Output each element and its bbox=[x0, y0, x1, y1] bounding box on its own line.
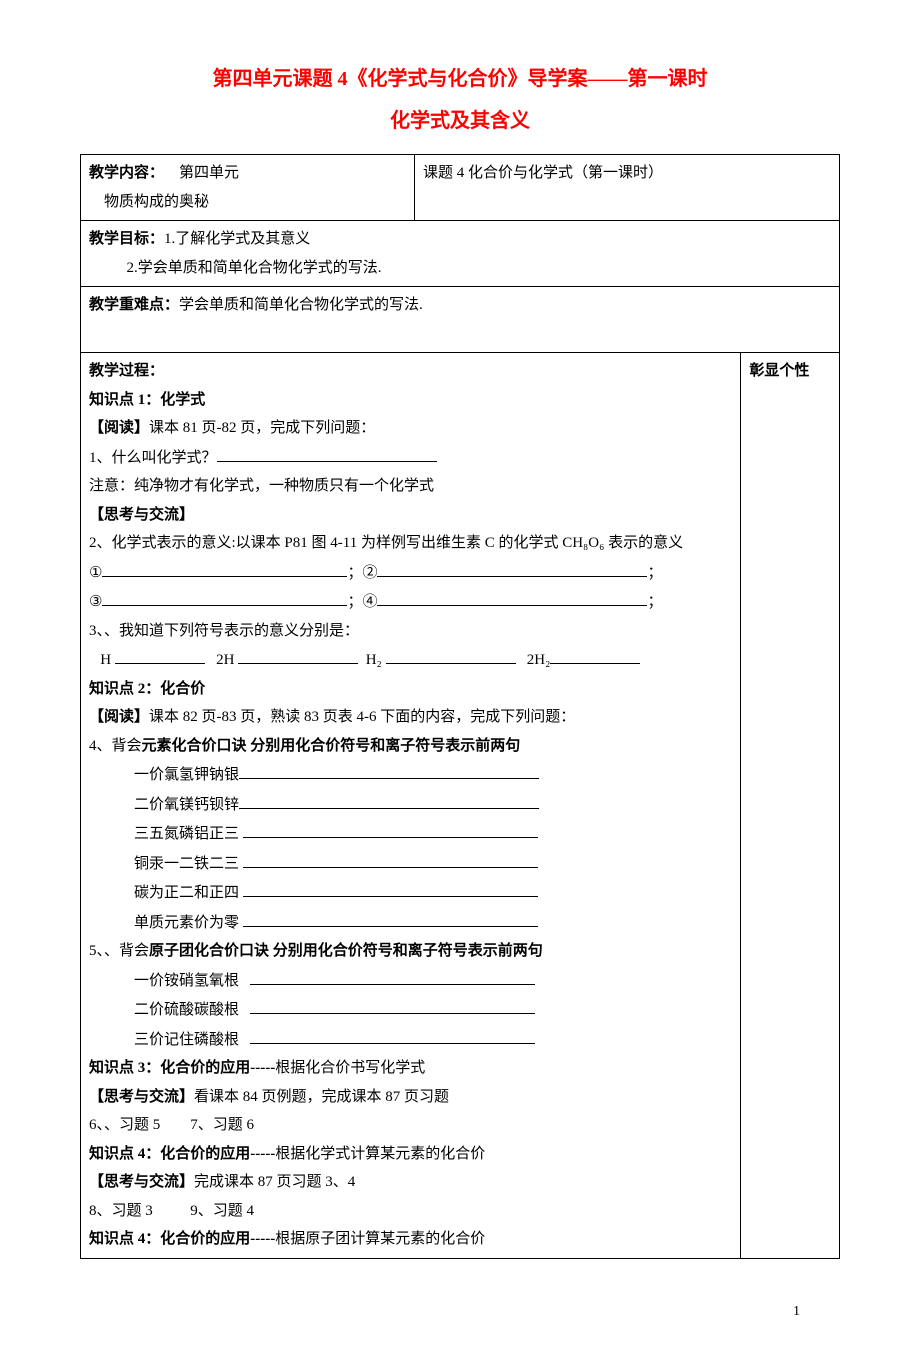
r3: 三价记住磷酸根 bbox=[134, 1032, 239, 1048]
read1-label: 【阅读】 bbox=[89, 420, 149, 436]
blank-c4 bbox=[377, 587, 647, 606]
page-number: 1 bbox=[80, 1259, 840, 1326]
q8: 8、习题 3 bbox=[89, 1203, 153, 1219]
v6: 单质元素价为零 bbox=[134, 915, 239, 931]
blank-r3 bbox=[250, 1025, 535, 1044]
kp4a-text: 根据化学式计算某元素的化合价 bbox=[275, 1146, 485, 1162]
cell-content-left: 教学内容： 第四单元 物质构成的奥秘 bbox=[81, 155, 415, 221]
v1: 一价氯氢钾钠银 bbox=[134, 767, 239, 783]
q2-text: 2、化学式表示的意义:以课本 P81 图 4-11 为样例写出维生素 C 的化学… bbox=[89, 535, 683, 551]
q5-pre: 5、、背会 bbox=[89, 943, 149, 959]
title-line-1: 第四单元课题 4《化学式与化合价》导学案——第一课时 bbox=[80, 60, 840, 98]
content-subtitle: 物质构成的奥秘 bbox=[104, 194, 209, 210]
r2: 二价硫酸碳酸根 bbox=[134, 1002, 239, 1018]
v2: 二价氧镁钙钡锌 bbox=[134, 797, 239, 813]
q6: 6、、习题 5 bbox=[89, 1117, 160, 1133]
read2-label: 【阅读】 bbox=[89, 709, 149, 725]
read2-text: 课本 82 页-83 页，熟读 83 页表 4-6 下面的内容，完成下列问题： bbox=[149, 709, 575, 725]
circ2-end: ； bbox=[647, 565, 662, 581]
circ4: ；④ bbox=[347, 594, 377, 610]
kp4b-label: 知识点 4：化合价的应用----- bbox=[89, 1231, 275, 1247]
blank-r1 bbox=[250, 966, 535, 985]
difficulty-text: 学会单质和简单化合物化学式的写法. bbox=[179, 297, 423, 313]
blank-v5 bbox=[243, 878, 538, 897]
blank-v2 bbox=[239, 790, 539, 809]
blank-2H2 bbox=[550, 645, 640, 664]
q3-text: 3、、我知道下列符号表示的意义分别是： bbox=[89, 623, 359, 639]
goals-label: 教学目标： bbox=[89, 231, 164, 247]
think1-label: 【思考与交流】 bbox=[89, 501, 732, 530]
kp3-text: 根据化合价书写化学式 bbox=[275, 1060, 425, 1076]
think3-label: 【思考与交流】 bbox=[89, 1174, 194, 1190]
sym-2H2: 2H₂ bbox=[527, 652, 551, 668]
blank-v6 bbox=[243, 908, 538, 927]
q4-bold: 元素化合价口诀 分别用化合价符号和离子符号表示前两句 bbox=[142, 738, 521, 754]
goal-2: 2.学会单质和简单化合物化学式的写法. bbox=[127, 260, 382, 276]
cell-goals: 教学目标：1.了解化学式及其意义 2.学会单质和简单化合物化学式的写法. bbox=[81, 221, 840, 287]
circ4-end: ； bbox=[647, 594, 662, 610]
r1: 一价铵硝氢氧根 bbox=[134, 973, 239, 989]
topic-text: 课题 4 化合价与化学式（第一课时） bbox=[423, 165, 663, 181]
title-line-2: 化学式及其含义 bbox=[80, 102, 840, 140]
v4: 铜汞一二铁二三 bbox=[134, 856, 239, 872]
goal-1: 1.了解化学式及其意义 bbox=[164, 231, 310, 247]
note1: 注意：纯净物才有化学式，一种物质只有一个化学式 bbox=[89, 478, 434, 494]
think2-text: 看课本 84 页例题，完成课本 87 页习题 bbox=[194, 1089, 449, 1105]
process-label: 教学过程： bbox=[89, 363, 164, 379]
q1-label: 1、什么叫化学式？ bbox=[89, 450, 217, 466]
cell-process-main: 教学过程： 知识点 1：化学式 【阅读】课本 81 页-82 页，完成下列问题：… bbox=[81, 353, 741, 1259]
blank-H bbox=[115, 645, 205, 664]
read1-text: 课本 81 页-82 页，完成下列问题： bbox=[149, 420, 375, 436]
sym-H2: H₂ bbox=[366, 652, 382, 668]
sym-2H: 2H bbox=[216, 652, 234, 668]
v5: 碳为正二和正四 bbox=[134, 885, 239, 901]
v3: 三五氮磷铝正三 bbox=[134, 826, 239, 842]
sidebar-label: 彰显个性 bbox=[749, 363, 809, 379]
difficulty-label: 教学重难点： bbox=[89, 297, 179, 313]
circ2: ；② bbox=[347, 565, 377, 581]
content-unit: 第四单元 bbox=[179, 165, 239, 181]
blank-r2 bbox=[250, 995, 535, 1014]
think2-label: 【思考与交流】 bbox=[89, 1089, 194, 1105]
content-label: 教学内容： bbox=[89, 165, 164, 181]
blank-v3 bbox=[243, 819, 538, 838]
q9: 9、习题 4 bbox=[190, 1203, 254, 1219]
blank-H2 bbox=[386, 645, 516, 664]
kp3-label: 知识点 3：化合价的应用----- bbox=[89, 1060, 275, 1076]
sym-H: H bbox=[100, 652, 111, 668]
think3-text: 完成课本 87 页习题 3、4 bbox=[194, 1174, 355, 1190]
q4-pre: 4、背会 bbox=[89, 738, 142, 754]
cell-content-right: 课题 4 化合价与化学式（第一课时） bbox=[414, 155, 839, 221]
blank-c2 bbox=[377, 558, 647, 577]
blank-2H bbox=[238, 645, 358, 664]
blank-c1 bbox=[102, 558, 347, 577]
cell-difficulty: 教学重难点：学会单质和简单化合物化学式的写法. bbox=[81, 287, 840, 353]
kp4b-text: 根据原子团计算某元素的化合价 bbox=[275, 1231, 485, 1247]
q5-bold: 原子团化合价口诀 分别用化合价符号和离子符号表示前两句 bbox=[149, 943, 543, 959]
cell-sidebar: 彰显个性 bbox=[741, 353, 840, 1259]
blank-q1 bbox=[217, 443, 437, 462]
blank-v1 bbox=[239, 760, 539, 779]
circ1: ① bbox=[89, 565, 102, 581]
lesson-table: 教学内容： 第四单元 物质构成的奥秘 课题 4 化合价与化学式（第一课时） 教学… bbox=[80, 154, 840, 1259]
kp4a-label: 知识点 4：化合价的应用----- bbox=[89, 1146, 275, 1162]
blank-c3 bbox=[102, 587, 347, 606]
kp2-label: 知识点 2：化合价 bbox=[89, 681, 205, 697]
blank-v4 bbox=[243, 849, 538, 868]
q7: 7、习题 6 bbox=[190, 1117, 254, 1133]
kp1-label: 知识点 1：化学式 bbox=[89, 392, 205, 408]
circ3: ③ bbox=[89, 594, 102, 610]
